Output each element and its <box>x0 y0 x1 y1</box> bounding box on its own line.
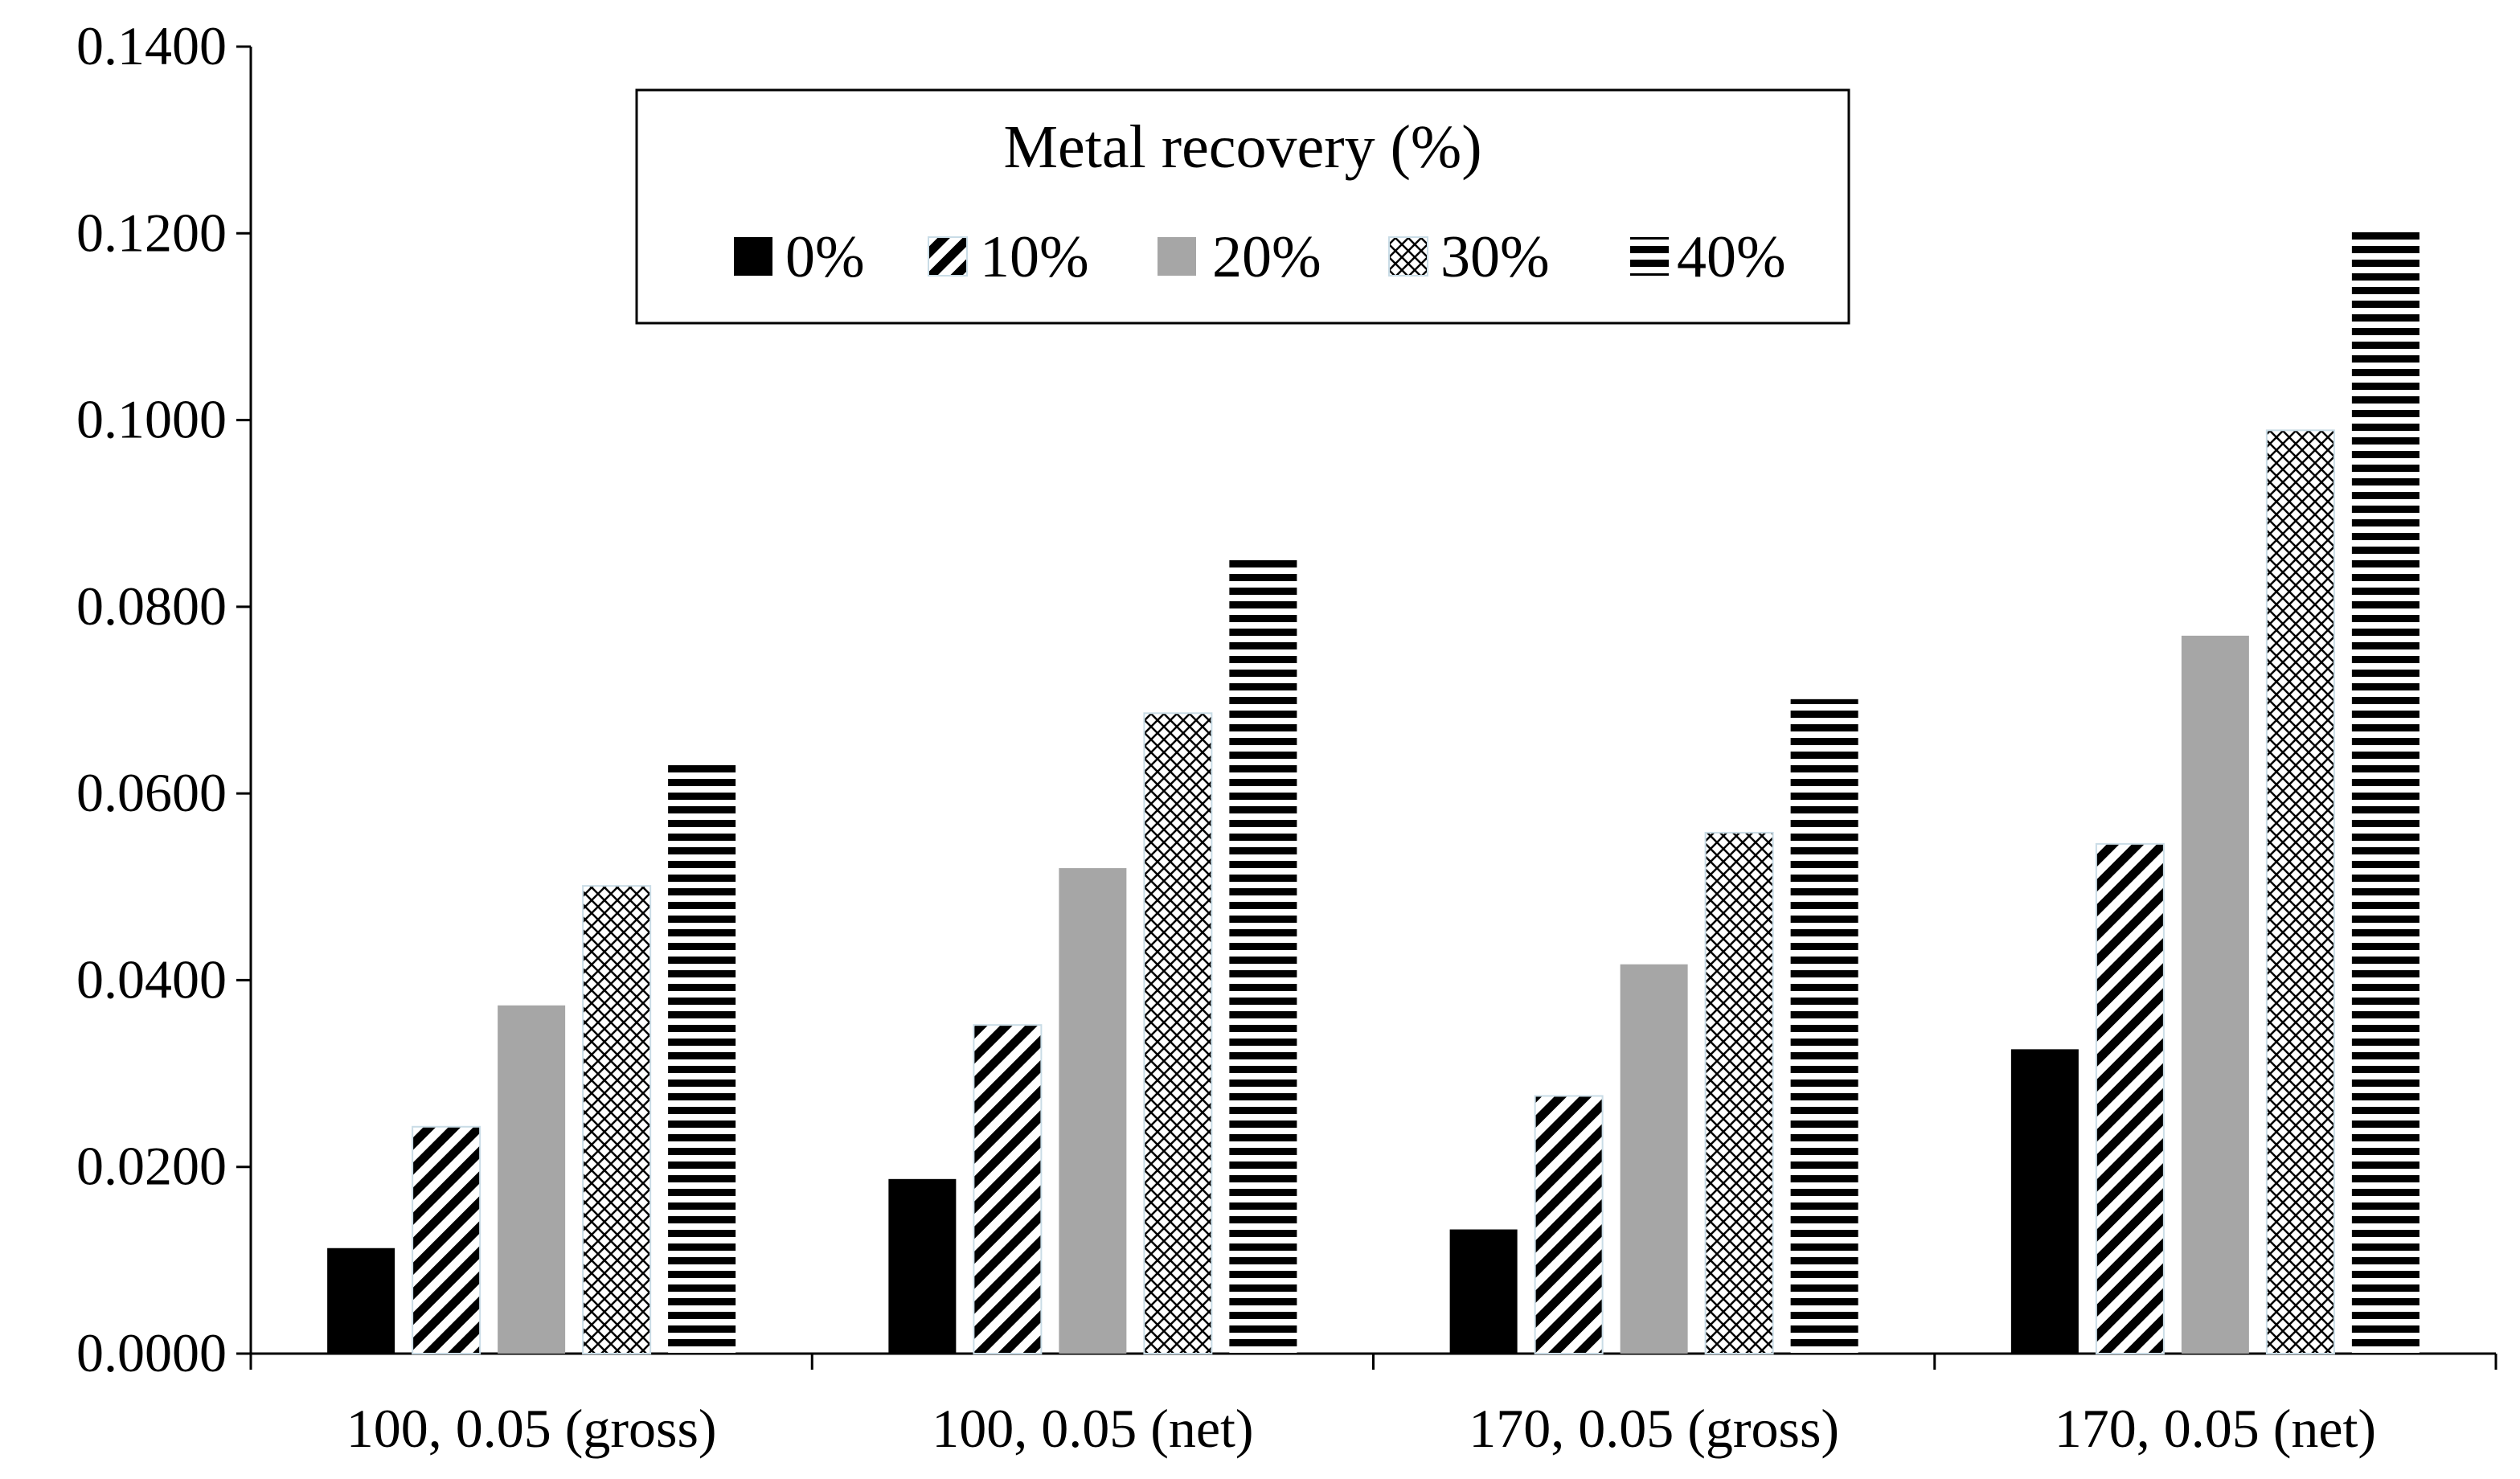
bar-0pct-1 <box>327 1248 395 1354</box>
legend-swatch-30pct <box>1388 236 1428 277</box>
bars <box>327 227 2420 1354</box>
legend-swatch-40pct <box>1630 237 1669 276</box>
bar-40pct-3 <box>1790 699 1858 1354</box>
bar-30pct-2 <box>1143 712 1213 1354</box>
legend-label-0pct: 0% <box>785 224 865 290</box>
bar-30pct-3 <box>1704 831 1774 1354</box>
y-tick-label: 0.1200 <box>76 202 227 263</box>
bar-30pct-1 <box>582 885 652 1354</box>
x-category-label: 100, 0.05 (gross) <box>346 1398 717 1459</box>
bar-40pct-4 <box>2351 227 2420 1354</box>
x-category-label: 100, 0.05 (net) <box>932 1398 1253 1459</box>
bar-20pct-2 <box>1059 868 1127 1354</box>
bar-0pct-2 <box>888 1178 957 1354</box>
legend: Metal recovery (%) 0% 10% 20% 30% 40% <box>635 88 1850 325</box>
bar-30pct-4 <box>2265 429 2335 1354</box>
bar-20pct-3 <box>1620 964 1688 1354</box>
legend-label-10pct: 10% <box>980 224 1089 290</box>
y-tick-label: 0.1000 <box>76 389 227 450</box>
legend-label-30pct: 30% <box>1440 224 1550 290</box>
bar-20pct-4 <box>2181 635 2249 1354</box>
bar-40pct-2 <box>1229 557 1297 1354</box>
bar-0pct-3 <box>1449 1229 1518 1354</box>
bar-10pct-4 <box>2095 842 2165 1354</box>
bar-10pct-2 <box>973 1024 1043 1354</box>
y-tick-label: 0.0400 <box>76 948 227 1010</box>
legend-label-40pct: 40% <box>1677 224 1786 290</box>
legend-swatch-20pct <box>1158 237 1196 276</box>
bar-40pct-1 <box>668 762 736 1354</box>
bar-0pct-4 <box>2010 1049 2079 1354</box>
y-tick-label: 0.0800 <box>76 576 227 637</box>
y-tick-label: 0.0000 <box>76 1322 227 1383</box>
bar-20pct-1 <box>498 1005 566 1354</box>
axis-labels: 0.0000 0.0200 0.0400 0.0600 0.0800 0.1000 0.12… <box>76 15 2376 1459</box>
x-category-label: 170, 0.05 (gross) <box>1469 1398 1839 1459</box>
legend-label-20pct: 20% <box>1212 224 1321 290</box>
y-tick-label: 0.1400 <box>76 15 227 76</box>
legend-swatch-10pct <box>928 236 968 277</box>
legend-title: Metal recovery (%) <box>1003 113 1481 181</box>
legend-box <box>635 88 1850 325</box>
bar-10pct-1 <box>412 1125 481 1354</box>
x-category-label: 170, 0.05 (net) <box>2055 1398 2376 1459</box>
y-tick-label: 0.0200 <box>76 1136 227 1197</box>
y-tick-label: 0.0600 <box>76 762 227 823</box>
bar-10pct-3 <box>1534 1095 1604 1354</box>
legend-swatch-0pct <box>734 237 772 276</box>
